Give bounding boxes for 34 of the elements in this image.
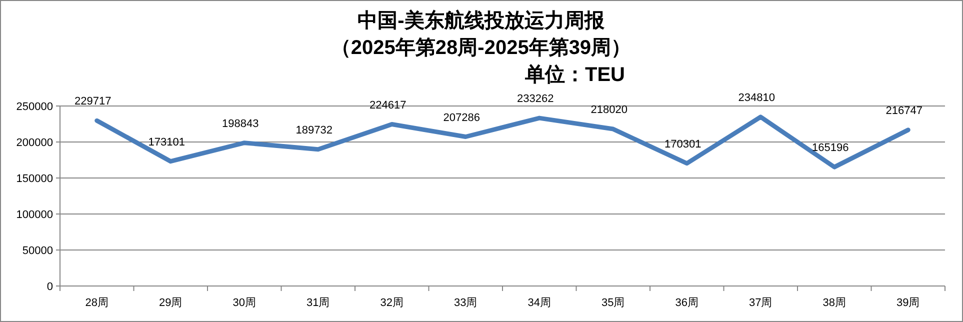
data-label: 218020 [590,104,628,116]
y-tick-label: 50000 [22,245,53,257]
x-tick-label: 29周 [159,297,182,309]
x-tick-label: 34周 [528,297,551,309]
x-tick-label: 30周 [232,297,256,309]
x-tick-label: 36周 [675,297,698,309]
y-tick-label: 150000 [16,173,53,185]
data-label: 233262 [517,93,554,106]
line-series [94,114,910,170]
data-label: 224617 [370,99,406,112]
chart-subtitle: （2025年第28周-2025年第39周） [330,37,632,59]
x-tick-label: 38周 [822,297,846,309]
y-tick-label: 0 [46,281,53,293]
y-tick-label: 250000 [16,101,53,113]
data-label: 216747 [886,104,922,117]
data-label: 173101 [148,136,185,148]
x-tick-label: 39周 [896,297,920,309]
x-tick-label: 31周 [306,297,330,309]
chart-title: 中国-美东航线投放运力周报 [358,9,606,32]
data-label: 234810 [738,92,775,104]
x-tick-label: 28周 [85,297,108,309]
data-label: 170301 [664,138,702,150]
y-tick-label: 200000 [16,137,53,149]
x-tick-label: 37周 [749,297,772,309]
text: 单位：TEU [524,63,625,86]
data-label: 207286 [443,112,480,124]
data-label: 189732 [296,124,332,136]
data-label: 198843 [222,118,259,130]
x-tick-label: 35周 [602,297,625,309]
data-label: 165196 [812,142,849,154]
data-label: 229717 [74,96,112,108]
y-tick-label: 100000 [16,209,53,221]
x-tick-label: 33周 [454,297,478,309]
x-tick-label: 32周 [380,297,404,309]
